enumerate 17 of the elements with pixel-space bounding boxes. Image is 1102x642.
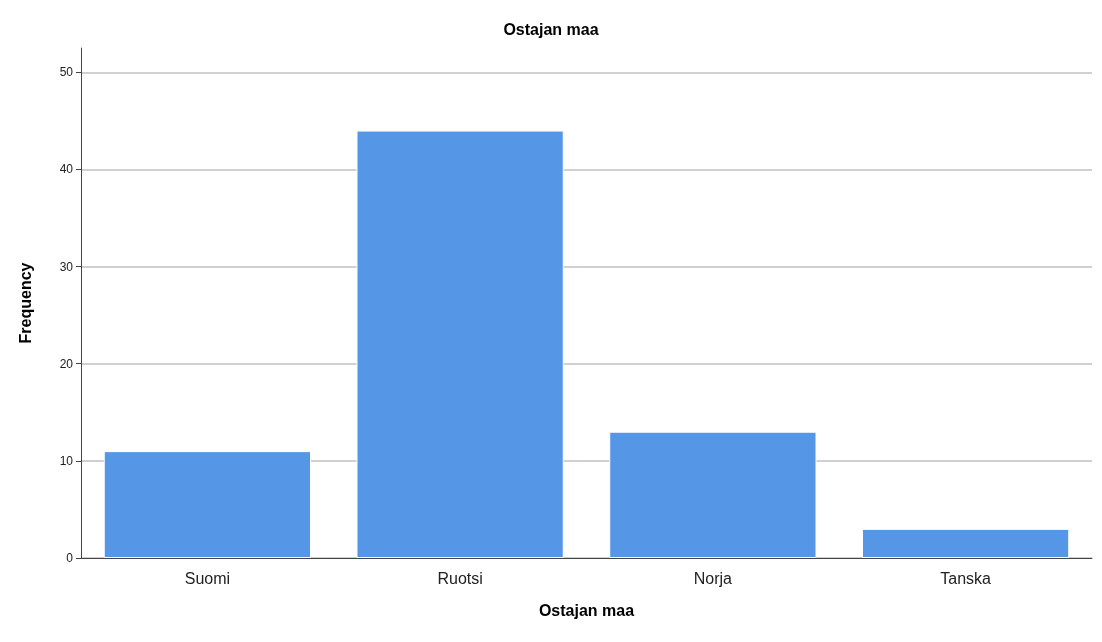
x-tick-label: Ruotsi [437, 569, 483, 587]
x-tick-label: Suomi [184, 569, 231, 587]
y-tick-label: 50 [59, 65, 74, 80]
y-tick-label: 30 [59, 259, 74, 274]
bar [609, 431, 817, 558]
bar [356, 130, 564, 558]
x-tick-label: Tanska [940, 569, 992, 587]
y-tick-label: 20 [59, 356, 74, 371]
y-tick-label: 40 [59, 162, 74, 177]
y-tick-label: 10 [59, 453, 74, 468]
bar [103, 451, 311, 558]
y-axis-title: Frequency [16, 262, 34, 344]
bar [862, 528, 1070, 558]
y-tick-label: 0 [66, 551, 74, 565]
chart-title: Ostajan maa [503, 20, 599, 38]
x-axis-title: Ostajan maa [538, 601, 635, 619]
x-tick-label: Norja [693, 569, 733, 587]
